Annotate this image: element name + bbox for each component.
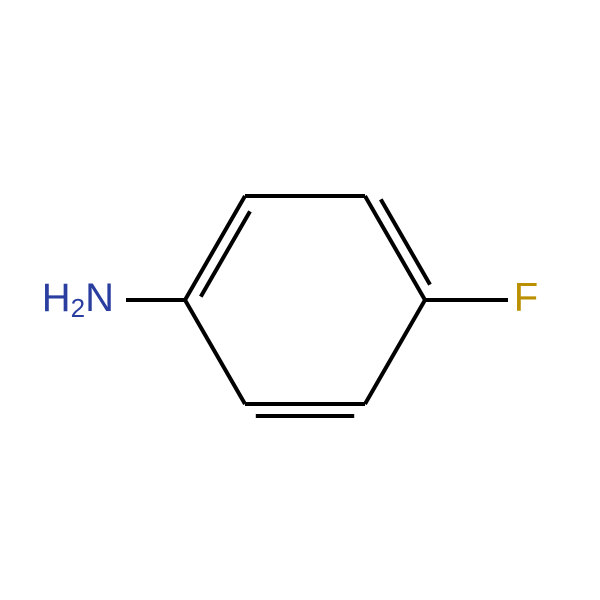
bond-line: [185, 196, 245, 300]
bond-line: [365, 196, 425, 300]
bond-line: [201, 211, 250, 296]
n-atom-label: H2N: [42, 276, 114, 323]
bond-line: [365, 300, 425, 404]
molecule-diagram: H2N F: [0, 0, 600, 600]
bond-line: [185, 300, 245, 404]
bond-line: [381, 199, 430, 284]
f-atom-label: F: [514, 276, 538, 320]
